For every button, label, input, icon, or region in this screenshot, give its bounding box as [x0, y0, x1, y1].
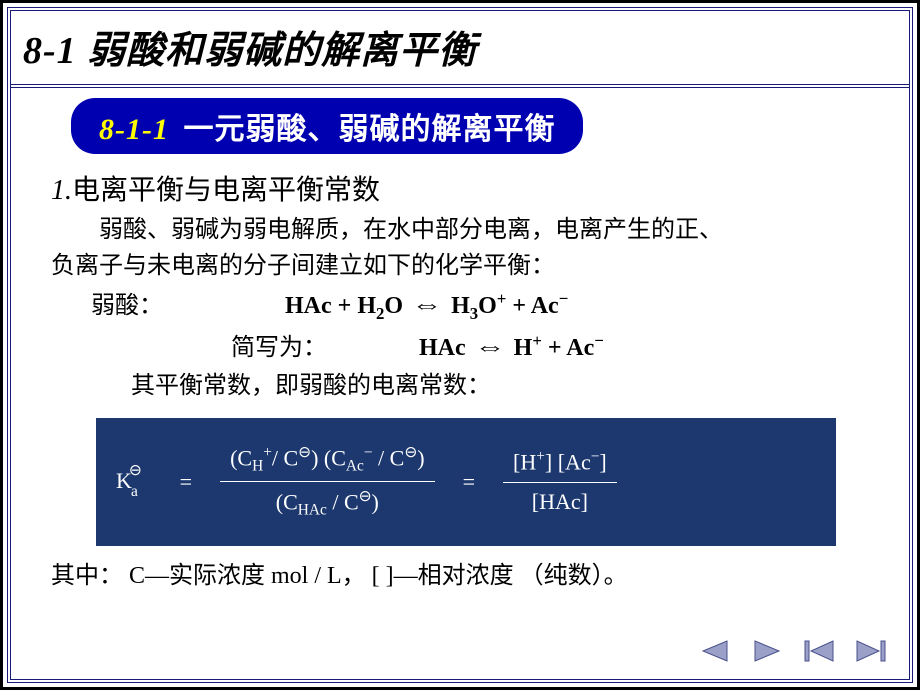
skip-last-icon: [855, 639, 887, 663]
eq2-rhs: H+ + Ac−: [514, 335, 604, 361]
eq1-lhs: HAc + H2O: [285, 293, 403, 319]
section-heading: 1.电离平衡与电离平衡常数: [51, 170, 881, 212]
para1-line1: 弱酸、弱碱为弱电解质，在水中部分电离，电离产生的正、: [99, 217, 723, 243]
paragraph-1: 弱酸、弱碱为弱电解质，在水中部分电离，电离产生的正、: [51, 212, 881, 248]
prev-button[interactable]: [699, 639, 731, 663]
equation-2: 简写为： HAc ⇔ H+ + Ac−: [51, 328, 881, 366]
section-head-text: 电离平衡与电离平衡常数: [72, 175, 380, 206]
content-area: 1.电离平衡与电离平衡常数 弱酸、弱碱为弱电解质，在水中部分电离，电离产生的正、…: [11, 154, 909, 594]
eq2-lhs: HAc: [419, 335, 466, 361]
fraction-1-numerator: (CH+/ C⊖) (CAc− / C⊖): [220, 442, 435, 482]
eq1-rhs: H3O+ + Ac−: [451, 293, 568, 319]
subtitle-number: 8-1-1: [99, 113, 169, 146]
slide-outer: 8-1 弱酸和弱碱的解离平衡 8-1-1 一元弱酸、弱碱的解离平衡 1.电离平衡…: [0, 0, 920, 690]
constant-line: 其平衡常数，即弱酸的电离常数：: [51, 368, 881, 404]
first-button[interactable]: [803, 639, 835, 663]
nav-controls: [699, 639, 887, 663]
subtitle-bar: 8-1-1 一元弱酸、弱碱的解离平衡: [71, 98, 583, 154]
equation-1: 弱酸： HAc + H2O ⇔ H3O+ + Ac−: [51, 286, 881, 326]
fraction-1: (CH+/ C⊖) (CAc− / C⊖) (CHAc / C⊖): [220, 442, 435, 522]
para1-line2: 负离子与未电离的分子间建立如下的化学平衡：: [51, 248, 881, 284]
skip-first-icon: [803, 639, 835, 663]
simplified-label: 简写为：: [231, 330, 327, 366]
triangle-right-icon: [751, 639, 783, 663]
formula-block: K⊖a = (CH+/ C⊖) (CAc− / C⊖) (CHAc / C⊖) …: [96, 418, 836, 546]
next-button[interactable]: [751, 639, 783, 663]
slide-inner: 8-1 弱酸和弱碱的解离平衡 8-1-1 一元弱酸、弱碱的解离平衡 1.电离平衡…: [7, 7, 913, 683]
section-number: 1.: [51, 175, 72, 206]
title-region: 8-1 弱酸和弱碱的解离平衡: [11, 11, 909, 88]
double-arrow-icon: ⇔: [474, 330, 505, 366]
footnote: 其中： C—实际浓度 mol / L， [ ]—相对浓度 （纯数）。: [51, 558, 881, 594]
weak-acid-label: 弱酸：: [91, 288, 163, 324]
equals-sign: =: [463, 465, 475, 498]
double-arrow-icon: ⇔: [411, 288, 442, 324]
fraction-2-denominator: [HAc]: [522, 483, 598, 518]
fraction-2-numerator: [H+] [Ac−]: [503, 446, 617, 483]
page-title: 8-1 弱酸和弱碱的解离平衡: [23, 19, 897, 74]
ka-symbol: K⊖a: [116, 464, 152, 501]
last-button[interactable]: [855, 639, 887, 663]
triangle-left-icon: [699, 639, 731, 663]
fraction-2: [H+] [Ac−] [HAc]: [503, 446, 617, 518]
equals-sign: =: [180, 465, 192, 498]
subtitle-text: 一元弱酸、弱碱的解离平衡: [183, 113, 555, 146]
fraction-1-denominator: (CHAc / C⊖): [266, 482, 389, 521]
